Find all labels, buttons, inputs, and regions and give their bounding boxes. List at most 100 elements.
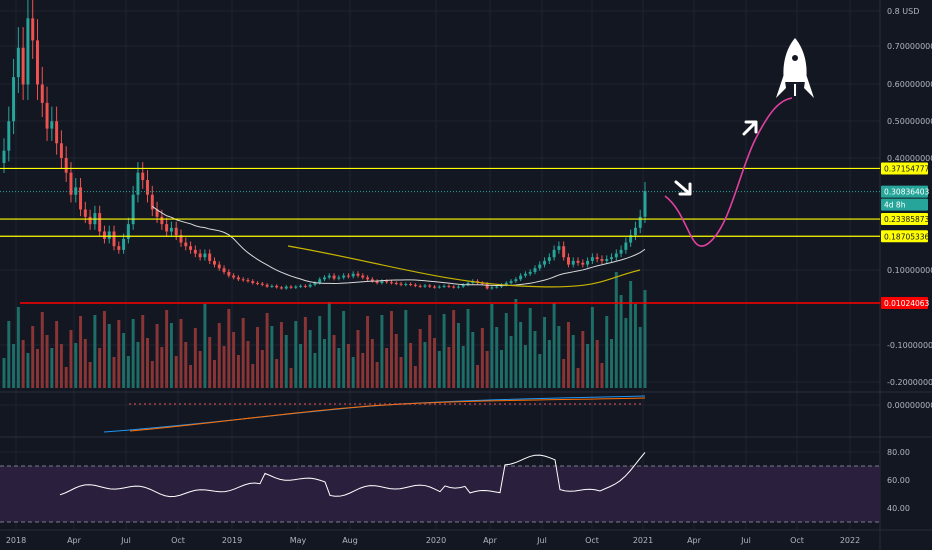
countdown-tag[interactable]	[881, 198, 928, 211]
candle-body	[523, 273, 527, 276]
candle-body	[447, 285, 451, 287]
price-tick-label: 0.70000000	[887, 42, 932, 51]
volume-bar	[413, 366, 417, 388]
candle-body	[504, 282, 508, 285]
candle-body	[155, 209, 159, 217]
volume-bar	[251, 364, 255, 388]
candle-body	[404, 284, 408, 286]
volume-bar	[643, 290, 647, 388]
volume-bar	[380, 315, 384, 388]
time-tick-label: Jul	[120, 536, 131, 545]
volume-bar	[629, 281, 633, 388]
candle-body	[131, 194, 135, 225]
volume-bar	[265, 313, 269, 388]
volume-bar	[40, 312, 44, 388]
candle-body	[337, 277, 341, 279]
price-tick-label: -0.10000000	[887, 341, 932, 350]
candle-body	[342, 275, 346, 278]
candle-body	[490, 287, 494, 289]
volume-bar	[289, 368, 293, 388]
candle-body	[375, 281, 379, 283]
candle-body	[370, 279, 374, 282]
current-price-tag[interactable]	[881, 185, 928, 198]
support-price-text: 0.18705336	[884, 232, 930, 241]
time-tick-label: 2020	[426, 536, 446, 545]
mid-level-price-tag[interactable]	[881, 213, 928, 226]
candle-body	[112, 231, 116, 247]
candle-body	[36, 40, 39, 85]
candle-body	[509, 281, 513, 283]
volume-bar	[500, 350, 503, 388]
candle-body	[169, 227, 173, 232]
volume-bar	[562, 359, 566, 388]
candle-body	[122, 238, 126, 250]
candle-body	[533, 268, 537, 272]
volume-bar	[299, 344, 303, 388]
up-arrow-icon	[742, 120, 758, 136]
volume-bar	[452, 310, 456, 388]
volume-bar	[26, 353, 30, 388]
candle-body	[528, 271, 532, 274]
price-tick-label: 0.8 USD	[887, 7, 919, 16]
candle-body	[136, 172, 140, 195]
rsi-tick-label: 40.00	[887, 504, 910, 513]
volume-bar	[313, 353, 317, 388]
candle-body	[547, 257, 551, 261]
support-price-tag[interactable]	[881, 230, 928, 243]
forecast-drawing[interactable]	[664, 97, 793, 247]
candle-body	[141, 172, 145, 181]
candle-body	[433, 286, 437, 288]
candle-body	[461, 284, 465, 287]
candle-body	[619, 249, 623, 254]
volume-bar	[107, 324, 111, 388]
price-tick-label: 0.40000000	[887, 154, 932, 163]
volume-bar	[342, 311, 346, 388]
volume-bar	[533, 331, 537, 388]
candle-body	[59, 143, 63, 158]
volume-bar	[126, 356, 130, 388]
moving-average-yellow	[287, 245, 641, 288]
candle-body	[557, 246, 561, 250]
volume-bar	[308, 330, 312, 388]
volume-bar	[136, 342, 140, 388]
volume-bar	[323, 339, 326, 388]
candle-body	[198, 253, 202, 258]
candle-body	[485, 283, 489, 289]
time-tick-label: 2019	[222, 536, 242, 545]
candle-body	[614, 253, 618, 258]
rocket-fin-right	[804, 74, 814, 98]
volume-bar	[50, 348, 54, 388]
rsi-tick-label: 60.00	[887, 476, 910, 485]
candle-body	[45, 102, 49, 129]
candle-body	[519, 275, 523, 280]
candle-body	[409, 284, 413, 286]
volume-bar	[480, 328, 484, 388]
volume-bar	[74, 343, 78, 388]
volume-bar	[222, 346, 226, 388]
candle-body	[55, 121, 59, 144]
candle-body	[79, 187, 83, 210]
red-level-price-tag[interactable]	[881, 297, 928, 309]
volume-bar	[241, 318, 245, 388]
candle-body	[452, 286, 456, 288]
volume-bar	[64, 367, 68, 388]
candle-body	[389, 282, 393, 284]
candle-body	[303, 285, 307, 287]
volume-bar	[160, 347, 164, 388]
resistance-price-tag[interactable]	[881, 162, 928, 175]
volume-bar	[346, 344, 350, 388]
candle-body	[394, 282, 398, 284]
candle-body	[624, 242, 628, 250]
volume-bar	[260, 350, 264, 388]
time-tick-label: 2022	[840, 536, 860, 545]
volume-bar	[418, 329, 422, 388]
volume-bar	[117, 320, 121, 388]
volume-bar	[275, 359, 279, 388]
rsi-band	[0, 466, 880, 522]
candle-body	[638, 216, 642, 228]
volume-bar	[179, 319, 183, 388]
candle-body	[423, 285, 427, 287]
volume-bar	[576, 368, 580, 388]
